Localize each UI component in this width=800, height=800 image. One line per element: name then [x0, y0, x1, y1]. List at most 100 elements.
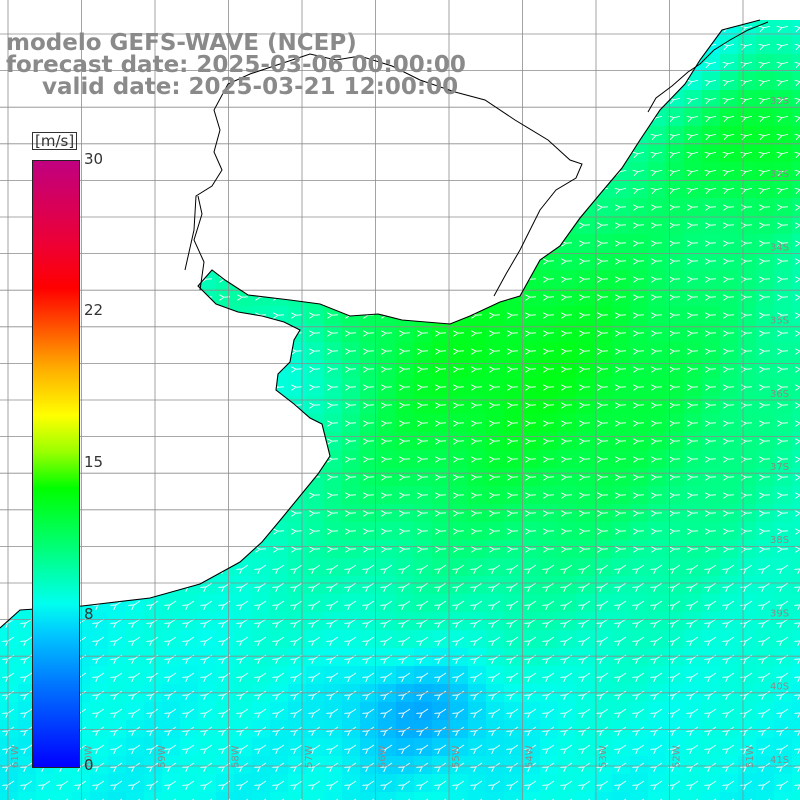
wind-speed-cell — [180, 270, 198, 288]
wind-speed-cell — [288, 792, 306, 800]
wind-speed-cell — [180, 792, 198, 800]
wind-speed-cell — [0, 522, 18, 540]
wind-speed-cell — [108, 0, 126, 18]
wind-speed-cell — [684, 756, 702, 774]
wind-speed-cell — [0, 774, 18, 792]
wind-speed-cell — [126, 216, 144, 234]
wind-arrow — [638, 62, 645, 64]
wind-arrow — [566, 80, 573, 82]
wind-speed-cell — [144, 540, 162, 558]
wind-speed-cell — [270, 630, 288, 648]
wind-speed-cell — [0, 90, 18, 108]
wind-speed-cell — [666, 558, 684, 576]
wind-speed-cell — [414, 666, 432, 684]
wind-speed-cell — [144, 504, 162, 522]
wind-speed-cell — [252, 360, 270, 378]
longitude-label: 59W — [157, 745, 168, 768]
wind-speed-cell — [180, 756, 198, 774]
wind-speed-cell — [522, 72, 540, 90]
wind-speed-cell — [270, 270, 288, 288]
wind-speed-cell — [468, 54, 486, 72]
wind-arrow — [656, 8, 662, 10]
wind-speed-cell — [0, 414, 18, 432]
wind-speed-cell — [774, 648, 792, 666]
wind-speed-cell — [540, 108, 558, 126]
wind-speed-cell — [558, 108, 576, 126]
wind-arrow — [620, 134, 627, 136]
wind-speed-cell — [486, 252, 504, 270]
wind-speed-cell — [648, 666, 666, 684]
wind-arrow — [530, 188, 537, 190]
wind-speed-cell — [108, 558, 126, 576]
wind-speed-cell — [396, 630, 414, 648]
wind-arrow — [692, 8, 698, 10]
wind-speed-cell — [126, 522, 144, 540]
wind-speed-cell — [576, 90, 594, 108]
wind-speed-cell — [234, 234, 252, 252]
wind-speed-cell — [144, 0, 162, 18]
wind-speed-cell — [162, 108, 180, 126]
wind-speed-cell — [306, 594, 324, 612]
wind-speed-cell — [180, 108, 198, 126]
wind-arrow — [296, 170, 303, 172]
latitude-label: 40S — [770, 682, 789, 693]
wind-speed-cell — [288, 558, 306, 576]
wind-speed-cell — [576, 702, 594, 720]
wind-arrow — [638, 98, 645, 100]
wind-speed-cell — [108, 270, 126, 288]
wind-arrow — [512, 26, 519, 28]
wind-speed-cell — [774, 630, 792, 648]
wind-arrow — [8, 26, 15, 28]
wind-arrow — [368, 116, 375, 118]
wind-speed-cell — [756, 180, 774, 198]
wind-speed-cell — [450, 198, 468, 216]
wind-speed-cell — [378, 792, 396, 800]
wind-speed-cell — [558, 162, 576, 180]
wind-speed-cell — [162, 648, 180, 666]
wind-speed-cell — [738, 774, 756, 792]
longitude-label: 57W — [304, 745, 315, 768]
wind-speed-cell — [558, 576, 576, 594]
wind-speed-cell — [234, 360, 252, 378]
wind-arrow — [620, 80, 627, 82]
wind-speed-cell — [648, 36, 666, 54]
wind-speed-cell — [126, 198, 144, 216]
wind-speed-cell — [486, 198, 504, 216]
wind-arrow — [350, 170, 357, 172]
wind-speed-cell — [198, 576, 216, 594]
wind-speed-cell — [630, 756, 648, 774]
wind-speed-cell — [306, 666, 324, 684]
wind-arrow — [44, 152, 51, 154]
wind-speed-cell — [90, 486, 108, 504]
wind-speed-cell — [504, 576, 522, 594]
wind-speed-cell — [180, 468, 198, 486]
wind-speed-cell — [756, 126, 774, 144]
wind-speed-cell — [450, 792, 468, 800]
wind-speed-cell — [540, 576, 558, 594]
wind-speed-cell — [468, 234, 486, 252]
wind-speed-cell — [342, 666, 360, 684]
wind-speed-cell — [162, 558, 180, 576]
wind-arrow — [260, 152, 267, 154]
wind-speed-cell — [396, 144, 414, 162]
wind-speed-cell — [396, 558, 414, 576]
wind-speed-cell — [108, 576, 126, 594]
wind-speed-cell — [504, 198, 522, 216]
wind-speed-cell — [36, 0, 54, 18]
wind-speed-cell — [702, 648, 720, 666]
wind-speed-cell — [450, 20, 468, 36]
wind-speed-cell — [162, 522, 180, 540]
wind-speed-cell — [144, 630, 162, 648]
wind-speed-cell — [522, 648, 540, 666]
wind-speed-cell — [612, 0, 630, 18]
wind-speed-cell — [558, 216, 576, 234]
wind-speed-cell — [270, 702, 288, 720]
wind-arrow — [530, 134, 537, 136]
wind-speed-cell — [630, 648, 648, 666]
wind-arrow — [494, 62, 501, 64]
wind-speed-cell — [198, 486, 216, 504]
wind-speed-cell — [702, 792, 720, 800]
wind-speed-cell — [90, 126, 108, 144]
wind-speed-cell — [468, 702, 486, 720]
wind-arrow — [134, 188, 141, 190]
